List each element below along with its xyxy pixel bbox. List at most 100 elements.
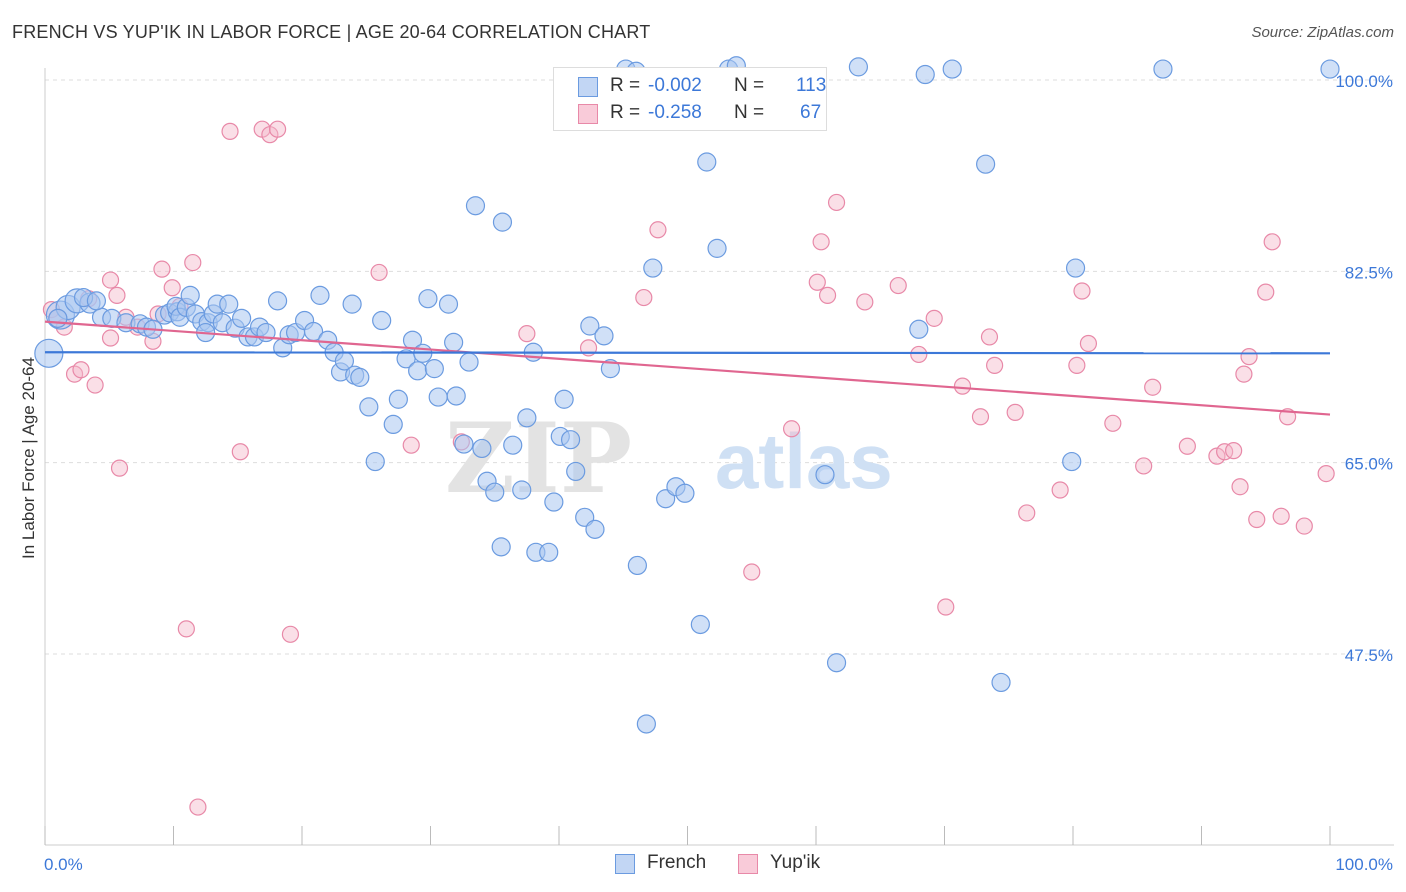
x-tick-label: 0.0% bbox=[44, 855, 83, 874]
french-point bbox=[1320, 59, 1340, 79]
french-point bbox=[465, 196, 486, 216]
french-point bbox=[600, 359, 621, 379]
chart-source: Source: ZipAtlas.com bbox=[1251, 24, 1394, 41]
french-point bbox=[438, 294, 459, 314]
french-point bbox=[350, 367, 370, 387]
french-point bbox=[446, 386, 466, 406]
yupik-point bbox=[856, 293, 874, 311]
yupik-point bbox=[402, 436, 420, 454]
french-point bbox=[267, 291, 288, 311]
yupik-point bbox=[1216, 443, 1234, 461]
yupik-point bbox=[1178, 437, 1196, 455]
yupik-legend-label: Yup'ik bbox=[770, 852, 821, 873]
yupik-point bbox=[268, 120, 287, 138]
watermark-atlas: atlas bbox=[715, 417, 893, 505]
r-label: R = bbox=[610, 102, 641, 123]
tick-labels: 47.5% 65.0% 82.5% 100.0% 0.0% 100.0% bbox=[44, 72, 1393, 874]
yupik-r-value: -0.258 bbox=[648, 102, 702, 123]
french-point bbox=[444, 332, 464, 352]
french-point bbox=[424, 359, 444, 379]
yupik-point bbox=[370, 263, 388, 282]
trend-lines bbox=[44, 320, 1331, 416]
chart-title: FRENCH VS YUP'IK IN LABOR FORCE | AGE 20… bbox=[12, 22, 651, 42]
french-point bbox=[1153, 59, 1173, 79]
french-point bbox=[560, 430, 581, 450]
french-point bbox=[991, 672, 1011, 693]
yupik-point bbox=[1257, 283, 1275, 301]
yupik-point bbox=[1104, 414, 1122, 432]
french-point bbox=[580, 316, 600, 336]
r-label: R = bbox=[610, 75, 641, 96]
french-point bbox=[594, 326, 614, 346]
y-tick-label: 100.0% bbox=[1335, 72, 1393, 91]
axes bbox=[44, 68, 1394, 846]
yupik-point bbox=[108, 286, 126, 304]
yupik-point bbox=[812, 233, 830, 251]
yupik-point bbox=[110, 459, 129, 477]
yupik-point bbox=[518, 325, 536, 343]
yupik-point bbox=[281, 625, 300, 643]
yupik-point bbox=[889, 276, 907, 295]
yupik-n-value: 67 bbox=[800, 102, 822, 123]
french-point bbox=[492, 212, 513, 232]
french-point bbox=[544, 492, 564, 512]
french-point bbox=[372, 310, 392, 331]
yupik-point bbox=[1248, 510, 1266, 529]
yupik-point bbox=[163, 279, 181, 297]
french-point bbox=[697, 152, 717, 172]
french-point bbox=[454, 434, 474, 454]
french-swatch bbox=[578, 77, 598, 97]
french-point bbox=[491, 537, 511, 557]
french-point bbox=[915, 64, 935, 85]
french-point bbox=[942, 59, 962, 79]
yupik-point bbox=[1225, 442, 1243, 460]
yupik-point bbox=[1295, 517, 1313, 535]
yupik-point bbox=[971, 408, 990, 426]
yupik-point bbox=[818, 286, 837, 304]
x-tick-label: 100.0% bbox=[1335, 855, 1393, 874]
n-label: N = bbox=[734, 75, 765, 96]
french-point bbox=[359, 397, 379, 417]
french-point bbox=[512, 480, 532, 500]
gridlines bbox=[45, 79, 1394, 655]
french-point bbox=[554, 389, 574, 409]
correlation-legend: R = -0.002 N = 113 R = -0.258 N = 67 bbox=[553, 67, 827, 131]
yupik-point bbox=[1068, 356, 1086, 374]
yupik-point bbox=[827, 193, 846, 212]
french-point bbox=[585, 519, 605, 539]
watermark-zip: ZIP bbox=[445, 402, 632, 515]
french-point bbox=[707, 238, 727, 258]
yupik-point bbox=[101, 271, 120, 289]
yupik-point bbox=[1006, 403, 1024, 421]
french-point bbox=[485, 482, 505, 502]
french-point bbox=[675, 483, 695, 503]
yupik-point bbox=[1317, 465, 1335, 483]
french-point bbox=[86, 291, 107, 311]
yupik-point bbox=[1235, 365, 1253, 383]
yupik-point bbox=[910, 345, 928, 364]
french-point bbox=[459, 352, 479, 372]
french-point bbox=[636, 714, 656, 734]
french-point bbox=[180, 285, 200, 305]
yupik-point bbox=[72, 361, 90, 379]
yupik-point bbox=[1073, 282, 1091, 300]
french-point bbox=[408, 361, 428, 381]
yupik-point bbox=[1231, 478, 1249, 496]
french-point bbox=[643, 258, 663, 278]
french-n-value: 113 bbox=[796, 75, 827, 96]
french-point bbox=[627, 555, 647, 576]
yupik-point bbox=[953, 377, 972, 395]
yupik-point bbox=[189, 798, 207, 816]
yupik-point bbox=[986, 356, 1004, 374]
french-point bbox=[48, 308, 68, 328]
yupik-point bbox=[1135, 457, 1153, 475]
french-point bbox=[383, 414, 403, 434]
yupik-point bbox=[649, 221, 667, 239]
yupik-points bbox=[42, 120, 1335, 816]
yupik-point bbox=[153, 260, 171, 278]
yupik-point bbox=[980, 328, 999, 346]
french-point bbox=[517, 408, 537, 428]
yupik-point bbox=[231, 443, 249, 461]
french-point bbox=[503, 435, 523, 455]
